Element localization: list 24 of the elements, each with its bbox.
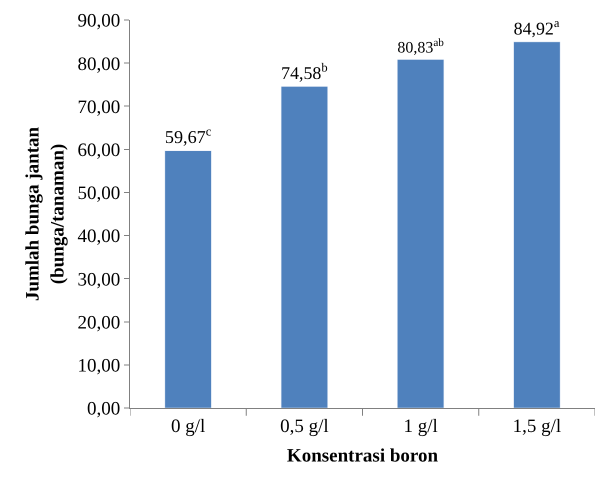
bar [164,150,212,408]
x-tick-label: 1 g/l [403,416,438,437]
y-tick-label: 70,00 [77,96,120,118]
data-label: 84,92$^{a}$ [514,16,560,38]
y-tick-label: 60,00 [77,140,120,161]
x-tick-label: 0,5 g/l [280,416,329,437]
y-tick-label: 50,00 [77,183,120,204]
bar [513,42,560,408]
y-tick-label: 30,00 [77,269,120,290]
data-label: 80,83$^{ab}$ [397,36,444,57]
data-label: 59,67$^{c}$ [164,124,212,148]
x-tick-label: 1,5 g/l [512,416,562,437]
data-label: 74,58$^{b}$ [281,60,328,84]
y-axis-title: Jumlah bunga jantan (bunga/tanaman) [22,126,68,302]
y-tick-label: 40,00 [77,226,120,248]
y-tick-label: 20,00 [77,312,120,334]
y-tick-label: 0,00 [86,398,120,420]
y-tick-label: 80,00 [77,54,120,75]
x-tick-label: 0 g/l [170,416,206,437]
x-axis-title: Konsentrasi boron [286,446,438,467]
bar [280,86,328,408]
y-tick-label: 90,00 [77,10,120,32]
bar [397,59,444,408]
y-tick-label: 10,00 [77,356,120,377]
